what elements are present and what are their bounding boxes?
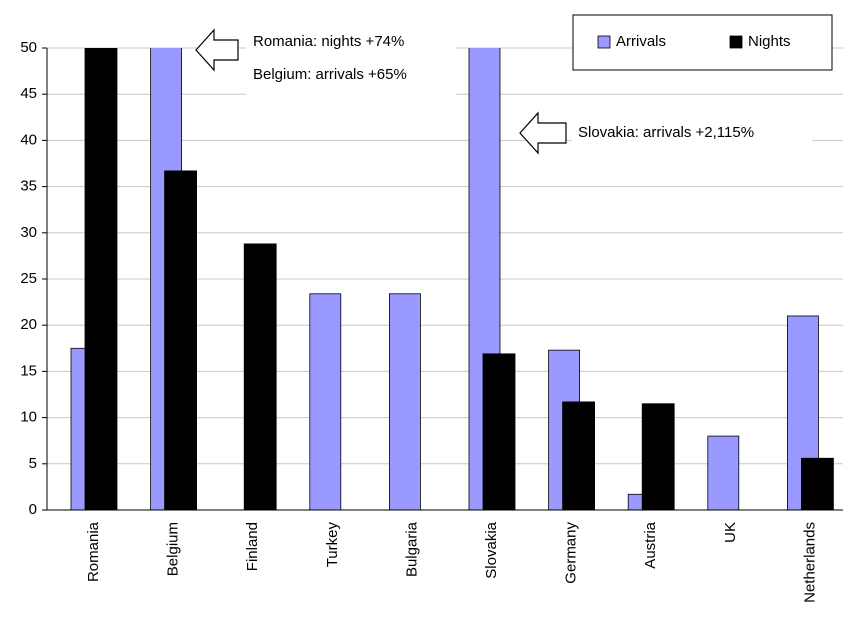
x-tick-label: Turkey xyxy=(324,522,341,568)
x-tick-label: Belgium xyxy=(165,522,182,576)
legend-label: Arrivals xyxy=(616,33,666,50)
annotation: Slovakia: arrivals +2,115% xyxy=(578,124,754,141)
legend-swatch xyxy=(729,35,743,49)
y-tick-label: 35 xyxy=(20,178,37,195)
x-tick-label: UK xyxy=(722,522,739,543)
annotation-box xyxy=(572,118,812,148)
y-tick-label: 15 xyxy=(20,362,37,379)
x-tick-label: Bulgaria xyxy=(403,521,420,577)
arrow xyxy=(195,28,239,72)
legend-items: Arrivals Nights xyxy=(597,33,791,50)
y-tick-label: 0 xyxy=(29,501,37,518)
arrow xyxy=(519,111,567,155)
annotation-box xyxy=(246,24,456,96)
legend-swatch xyxy=(597,35,611,49)
bar xyxy=(388,293,421,510)
bars xyxy=(70,48,834,510)
y-tick-label: 45 xyxy=(20,85,37,102)
x-tick-label: Germany xyxy=(563,522,580,584)
annotation: Romania: nights +74% xyxy=(253,33,404,50)
annotation: Belgium: arrivals +65% xyxy=(253,66,407,83)
bar xyxy=(562,401,595,510)
bar xyxy=(164,170,198,510)
axes: 0 5 10 15 20 25 30 35 40 45 50 Romania Belgium Finlan… xyxy=(20,39,843,603)
y-tick-label: 5 xyxy=(29,455,37,472)
x-tick-label: Finland xyxy=(244,522,261,571)
bar xyxy=(309,293,342,510)
bar xyxy=(707,435,740,510)
y-tick-label: 50 xyxy=(20,39,37,56)
y-tick-label: 10 xyxy=(20,409,37,426)
bar xyxy=(243,243,277,510)
bar xyxy=(84,48,118,510)
y-tick-label: 30 xyxy=(20,224,37,241)
bar xyxy=(801,457,834,510)
x-tick-label: Slovakia xyxy=(483,521,500,578)
y-tick-label: 25 xyxy=(20,270,37,287)
x-tick-label: Austria xyxy=(642,521,659,568)
bar xyxy=(641,403,675,510)
y-tick-label: 20 xyxy=(20,316,37,333)
x-tick-label: Netherlands xyxy=(801,522,818,603)
x-tick-label: Romania xyxy=(85,521,102,582)
bar xyxy=(482,353,516,510)
y-tick-label: 40 xyxy=(20,131,37,148)
legend xyxy=(572,14,833,71)
legend-label: Nights xyxy=(748,33,791,50)
